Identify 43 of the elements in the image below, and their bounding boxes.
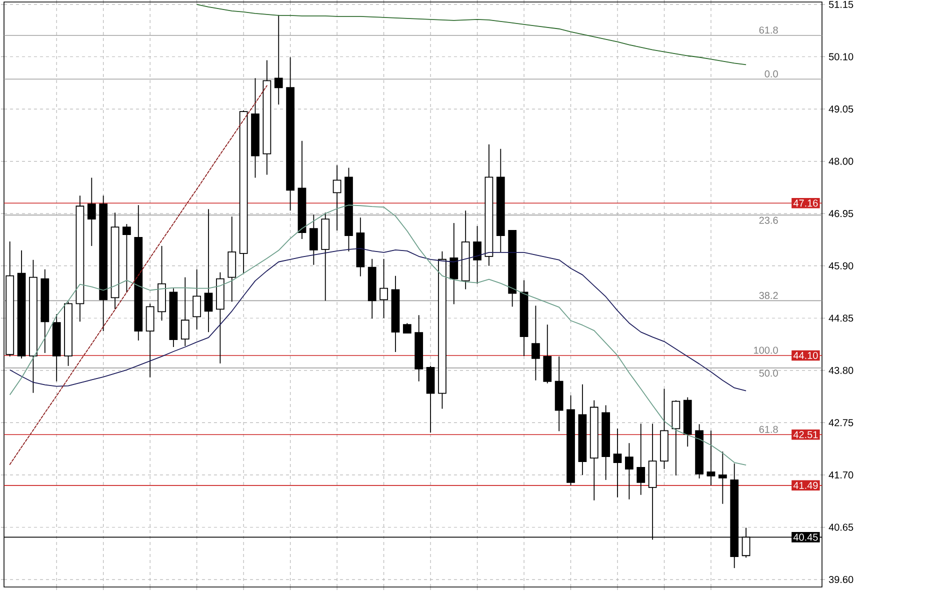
annotation: 100.0 — [754, 346, 778, 354]
annotation: 0.0 — [764, 70, 778, 78]
y-tick-label: 44.85 — [828, 314, 854, 322]
y-tick-label: 45.90 — [828, 262, 854, 270]
candlestick — [380, 258, 388, 319]
candlestick — [192, 268, 202, 330]
y-tick-label: 42.75 — [828, 419, 854, 426]
y-tick-label: 48.00 — [828, 158, 854, 165]
candlestick — [122, 224, 131, 293]
ref-line-label: 41.49 — [793, 482, 818, 489]
candlestick — [402, 322, 412, 334]
ref-line-label: 44.10 — [793, 352, 818, 360]
candlestick — [718, 451, 727, 504]
y-tick-label: 49.05 — [828, 105, 854, 113]
candlestick — [87, 177, 96, 246]
candlestick — [532, 305, 540, 381]
ref-line-label: 40.45 — [793, 534, 818, 541]
y-tick-label: 41.70 — [828, 471, 854, 478]
annotation: 23.6 — [759, 216, 778, 224]
y-tick-label: 51.15 — [828, 0, 854, 8]
candlestick — [473, 226, 482, 284]
y-tick-label: 50.10 — [828, 53, 854, 60]
candlestick — [624, 442, 634, 500]
candlestick — [706, 430, 716, 486]
candlestick — [274, 14, 283, 105]
y-tick-label: 43.80 — [828, 366, 854, 374]
candlestick — [309, 214, 318, 266]
candlestick — [332, 164, 342, 231]
y-tick-label: 46.95 — [828, 210, 854, 218]
candlestick — [450, 222, 458, 305]
candlestick — [613, 428, 622, 498]
ref-line-label: 47.16 — [793, 200, 818, 207]
annotation: 61.8 — [759, 26, 778, 34]
y-tick-label: 40.65 — [828, 524, 854, 531]
annotation: 61.8 — [759, 426, 778, 433]
annotation: 38.2 — [759, 292, 778, 300]
ref-line-label: 42.51 — [793, 431, 818, 438]
candlestick — [204, 208, 213, 333]
candlestick — [636, 423, 646, 496]
line-series — [9, 204, 746, 466]
annotation: 50.0 — [759, 370, 778, 377]
y-tick-label: 39.60 — [828, 576, 854, 584]
candlestick — [180, 276, 190, 346]
